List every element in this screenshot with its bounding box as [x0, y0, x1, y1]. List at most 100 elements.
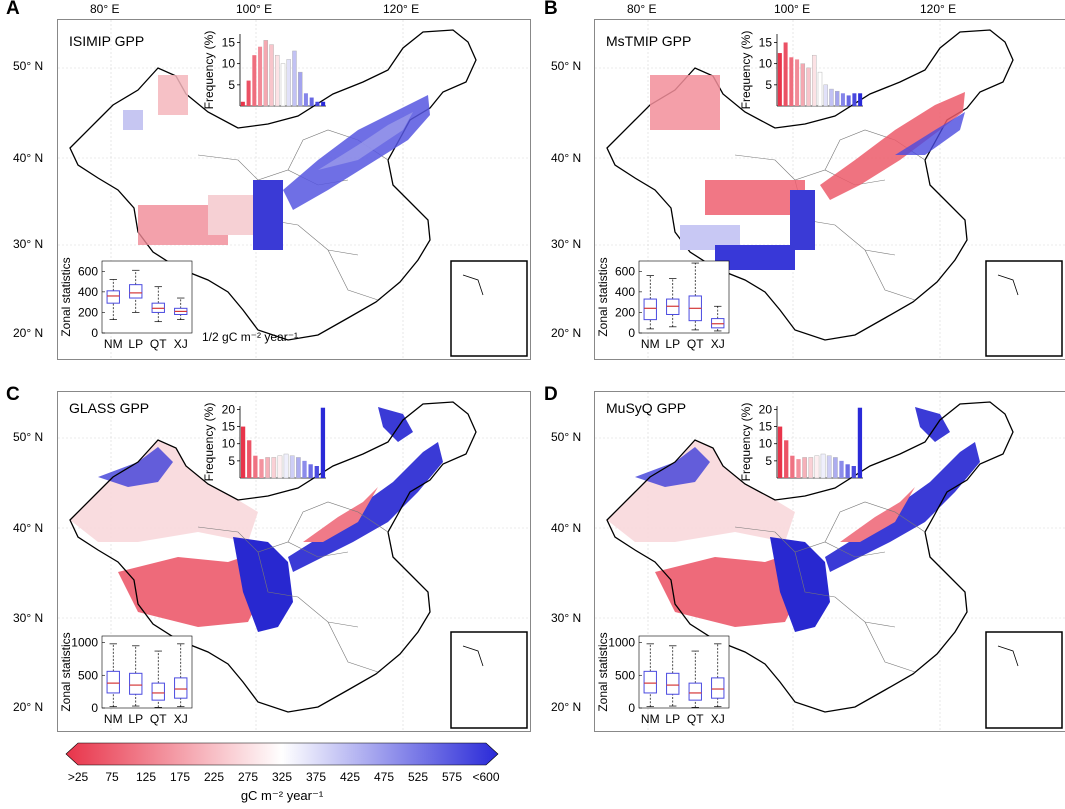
panel-c-lat-50: 50° N: [13, 430, 44, 444]
colorbar-ramp: [65, 742, 499, 766]
colorbar: [65, 742, 499, 766]
panel-a-title: ISIMIP GPP: [69, 33, 145, 49]
panel-c-title: GLASS GPP: [69, 400, 150, 416]
hist-bar: [808, 457, 814, 479]
panel-c-map: [57, 391, 531, 732]
hist-bar: [258, 46, 263, 106]
hist-y-tick-label: 10: [222, 437, 236, 451]
panel-d-gpp-field: [607, 407, 980, 632]
box-body: [106, 670, 120, 694]
hist-bar: [789, 57, 794, 106]
panel-b-inset: [985, 260, 1063, 357]
hist-bar: [784, 440, 789, 478]
hist-bar: [303, 93, 308, 106]
hist-bar: [812, 54, 817, 107]
panel-b-lon-100: 100° E: [774, 2, 811, 16]
hist-bar: [826, 455, 832, 479]
hist-bar: [289, 455, 295, 479]
box-category-label: LP: [128, 337, 143, 351]
panel-d-lat-30: 30° N: [551, 611, 582, 625]
panel-c-lat-40: 40° N: [13, 521, 44, 535]
box-category-label: XJ: [174, 712, 188, 726]
box-category-label: XJ: [711, 337, 725, 351]
hist-bar: [320, 407, 326, 478]
panel-d-map-svg: [595, 392, 1065, 731]
box-category-label: LP: [665, 712, 680, 726]
hist-y-tick-label: 15: [759, 420, 773, 434]
hist-bar: [839, 460, 844, 478]
hist-bar: [277, 455, 283, 479]
panel-a-unit-note: 1/2 gC m⁻² year⁻¹: [202, 330, 299, 344]
hist-y-tick-label: 5: [765, 454, 772, 468]
hist-bar: [292, 50, 297, 107]
hist-bar: [265, 457, 270, 479]
hist-bar: [833, 457, 838, 479]
panel-a-lat-30: 30° N: [13, 237, 44, 251]
hist-y-tick-label: 15: [222, 420, 236, 434]
hist-bar: [846, 95, 851, 106]
hist-y-tick-label: 5: [228, 78, 235, 92]
hist-bar: [309, 97, 314, 106]
hist-bar: [852, 93, 857, 106]
box-category-label: NM: [104, 712, 123, 726]
hist-bar: [286, 59, 291, 107]
box-y-tick-label: 600: [78, 264, 98, 278]
hist-bar: [315, 101, 320, 106]
panel-a-map-svg: [58, 20, 530, 359]
hist-y-tick-label: 10: [222, 57, 236, 71]
panel-b-lat-20: 20° N: [551, 326, 582, 340]
panel-b-gpp-field: [650, 75, 965, 270]
hist-bar: [790, 455, 795, 478]
box-category-label: QT: [687, 337, 704, 351]
panel-a-lon-80: 80° E: [90, 2, 120, 16]
hist-y-tick-label: 20: [759, 402, 773, 416]
colorbar-tick-label: 325: [271, 770, 293, 784]
box-y-tick-label: 0: [91, 701, 98, 715]
hist-y-tick-label: 10: [759, 437, 773, 451]
hist-bar: [240, 101, 245, 106]
box-body: [129, 284, 143, 299]
hist-bar: [796, 459, 801, 478]
panel-b-lon-120: 120° E: [920, 2, 957, 16]
panel-b-title: MsTMIP GPP: [606, 33, 692, 49]
box-y-label: Zonal statistics: [59, 632, 73, 711]
panel-b-lat-40: 40° N: [551, 151, 582, 165]
box-y-tick-label: 1000: [71, 636, 98, 650]
panel-d-letter: D: [544, 384, 558, 405]
hist-bar: [269, 44, 274, 107]
panel-a-lat-50: 50° N: [13, 59, 44, 73]
colorbar-tick-label: 575: [441, 770, 463, 784]
hist-bar: [829, 88, 834, 107]
box-y-label: Zonal statistics: [596, 257, 610, 336]
panel-d-lat-20: 20° N: [551, 700, 582, 714]
hist-bar: [834, 90, 840, 107]
panel-b-map-svg: [595, 20, 1065, 359]
panel-c-lat-20: 20° N: [13, 700, 44, 714]
colorbar-tick-label: 375: [305, 770, 327, 784]
hist-bar: [240, 426, 246, 478]
hist-bar: [851, 466, 856, 478]
hist-bar: [777, 426, 783, 478]
hist-y-tick-label: 15: [759, 35, 773, 49]
box-y-tick-label: 0: [628, 701, 635, 715]
colorbar-tick-label: 275: [237, 770, 259, 784]
box-y-tick-label: 400: [615, 285, 635, 299]
panel-b-lon-80: 80° E: [627, 2, 657, 16]
box-body: [106, 290, 120, 304]
hist-y-tick-label: 15: [222, 35, 236, 49]
panel-a-gpp-field: [123, 75, 430, 250]
colorbar-tick-label: 225: [203, 770, 225, 784]
hist-bar: [820, 453, 826, 479]
box-category-label: NM: [641, 712, 660, 726]
box-y-label: Zonal statistics: [59, 257, 73, 336]
hist-y-label: Frequency (%): [202, 403, 216, 482]
box-body: [129, 672, 143, 695]
hist-bar: [296, 457, 301, 479]
box-body: [643, 670, 657, 694]
box-body: [643, 298, 657, 321]
panel-a-lat-40: 40° N: [13, 151, 44, 165]
box-category-label: QT: [687, 712, 704, 726]
hist-bar: [271, 457, 277, 479]
hist-bar: [845, 464, 850, 478]
panel-a-inset: [450, 260, 528, 357]
